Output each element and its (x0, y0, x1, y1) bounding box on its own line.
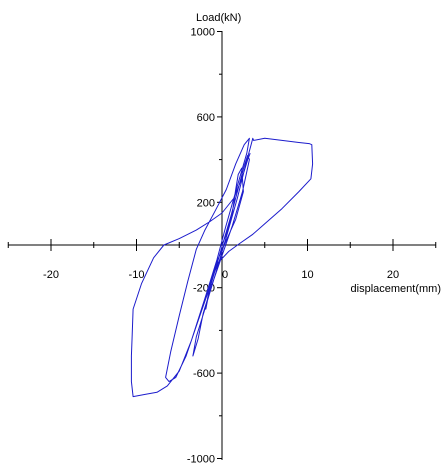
x-tick-label: 20 (387, 269, 399, 281)
x-tick-label-zero: 0 (222, 269, 228, 281)
series-group (130, 137, 314, 398)
y-tick-label: 1000 (191, 27, 215, 39)
y-tick-label: 600 (197, 112, 215, 124)
x-ticks: -20 -10 10 20 0 (7, 239, 437, 281)
y-tick-label: -600 (193, 368, 215, 380)
x-tick-label: -20 (43, 269, 59, 281)
x-tick-label: -10 (129, 269, 145, 281)
x-axis-title: displacement(mm) (351, 283, 441, 295)
series-line (130, 137, 314, 398)
y-tick-label: -1000 (187, 454, 215, 466)
y-tick-label: 200 (197, 197, 215, 209)
x-tick-label: 10 (301, 269, 313, 281)
y-axis-title: Load(kN) (196, 12, 241, 24)
